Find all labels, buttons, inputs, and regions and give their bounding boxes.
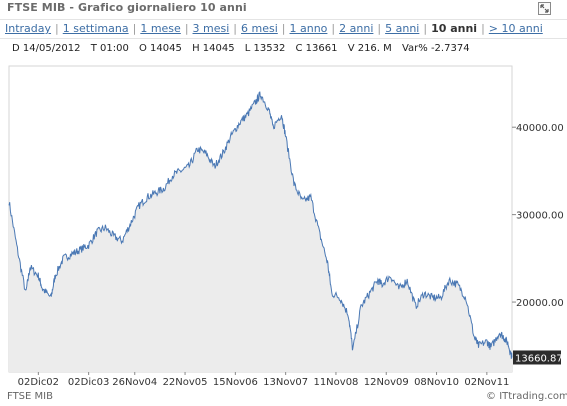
x-tick-label: 11Nov08 [313,377,358,388]
title-bar: FTSE MIB - Grafico giornaliero 10 anni [0,0,567,17]
period-link[interactable]: 1 mese [140,22,181,35]
x-tick-label: 02Dic02 [18,377,59,388]
period-separator: | [423,22,428,35]
last-value-label: 13660.87 [515,353,563,364]
period-separator: | [377,22,382,35]
y-tick-label: 40000.00 [516,123,564,134]
x-tick-label: 02Dic03 [68,377,109,388]
period-separator: | [233,22,238,35]
ohlc-low: L 13532 [244,43,286,54]
x-tick-label: 08Nov10 [414,377,459,388]
footer-credit-text: ITtrading.com [499,391,567,402]
period-link[interactable]: 3 mesi [192,22,230,35]
period-link[interactable]: 2 anni [339,22,374,35]
last-value-badge [513,350,561,365]
copyright-icon: © [486,391,496,402]
period-separator: | [281,22,286,35]
period-link[interactable]: 1 anno [289,22,328,35]
ohlc-readout: D 14/05/2012 T 01:00 O 14045 H 14045 L 1… [12,43,477,54]
x-tick-label: 13Nov07 [263,377,308,388]
ohlc-high: H 14045 [192,43,235,54]
x-tick-label: 12Nov09 [364,377,409,388]
y-tick-label: 30000.00 [516,211,564,222]
ohlc-open: O 14045 [139,43,182,54]
period-link[interactable]: > 10 anni [488,22,543,35]
area-fill [9,91,512,372]
period-separator: | [55,22,59,35]
period-link[interactable]: 5 anni [385,22,420,35]
x-tick-label: 02Nov11 [464,377,509,388]
chart-title: FTSE MIB - Grafico giornaliero 10 anni [7,1,247,14]
x-tick-label: 22Nov05 [163,377,208,388]
y-tick-label: 20000.00 [516,298,564,309]
period-separator: | [481,22,485,35]
period-selector: Intraday | 1 settimana | 1 mese | 3 mesi | 6 mes… [0,19,567,39]
price-series-line [8,91,513,359]
period-link[interactable]: 1 settimana [62,22,129,35]
ohlc-date: D 14/05/2012 [12,43,81,54]
period-link: 10 anni [431,22,478,35]
period-separator: | [184,22,189,35]
ohlc-volume: V 216. M [347,43,392,54]
ohlc-time: T 01:00 [90,43,129,54]
footer-credit[interactable]: © ITtrading.com [486,391,567,402]
ohlc-change: Var% -2.7374 [401,43,470,54]
period-link[interactable]: 6 mesi [241,22,278,35]
period-separator: | [132,22,137,35]
x-tick-label: 15Nov06 [213,377,258,388]
period-link[interactable]: Intraday [5,22,52,35]
x-tick-label: 26Nov04 [112,377,157,388]
period-separator: | [331,22,336,35]
footer-source: FTSE MIB [7,391,53,402]
ohlc-close: C 13661 [295,43,338,54]
expand-icon[interactable] [538,2,551,15]
